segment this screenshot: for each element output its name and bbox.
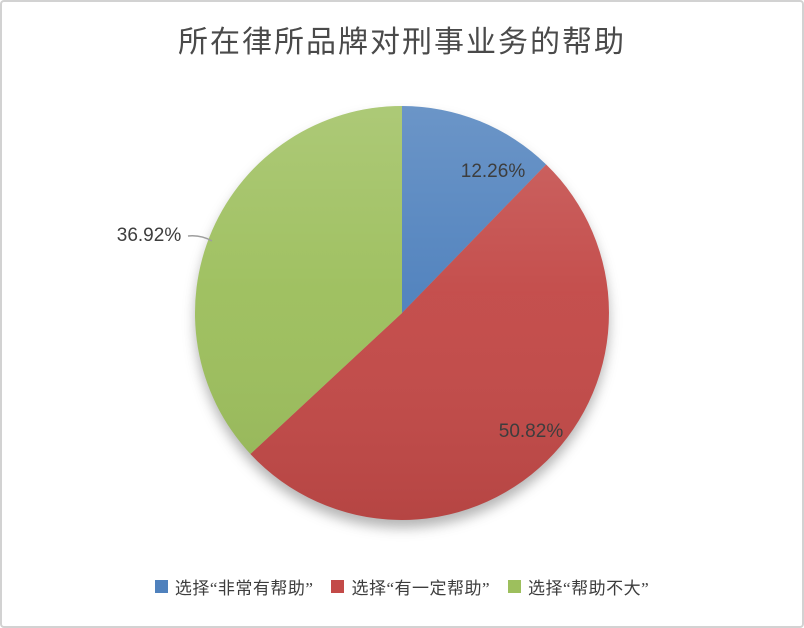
legend-label-some-help: 选择“有一定帮助” xyxy=(351,579,491,598)
legend-item-very-helpful: 选择“非常有帮助” xyxy=(154,574,314,599)
data-label-not-much-help: 36.92% xyxy=(116,225,182,246)
legend-label-very-helpful: 选择“非常有帮助” xyxy=(174,579,314,598)
legend-swatch-red-icon xyxy=(331,580,345,593)
data-label-some-help: 50.82% xyxy=(498,421,564,442)
legend: 选择“非常有帮助” 选择“有一定帮助” 选择“帮助不大” xyxy=(2,574,802,599)
chart-title: 所在律所品牌对刑事业务的帮助 xyxy=(178,26,626,59)
legend-swatch-green-icon xyxy=(508,580,522,593)
legend-label-not-much-help: 选择“帮助不大” xyxy=(528,579,650,598)
legend-item-some-help: 选择“有一定帮助” xyxy=(331,574,490,599)
legend-swatch-blue-icon xyxy=(154,580,168,593)
data-label-very-helpful: 12.26% xyxy=(460,161,526,182)
pie xyxy=(194,105,609,520)
legend-item-not-much-help: 选择“帮助不大” xyxy=(508,574,649,599)
leader-line xyxy=(187,235,213,242)
